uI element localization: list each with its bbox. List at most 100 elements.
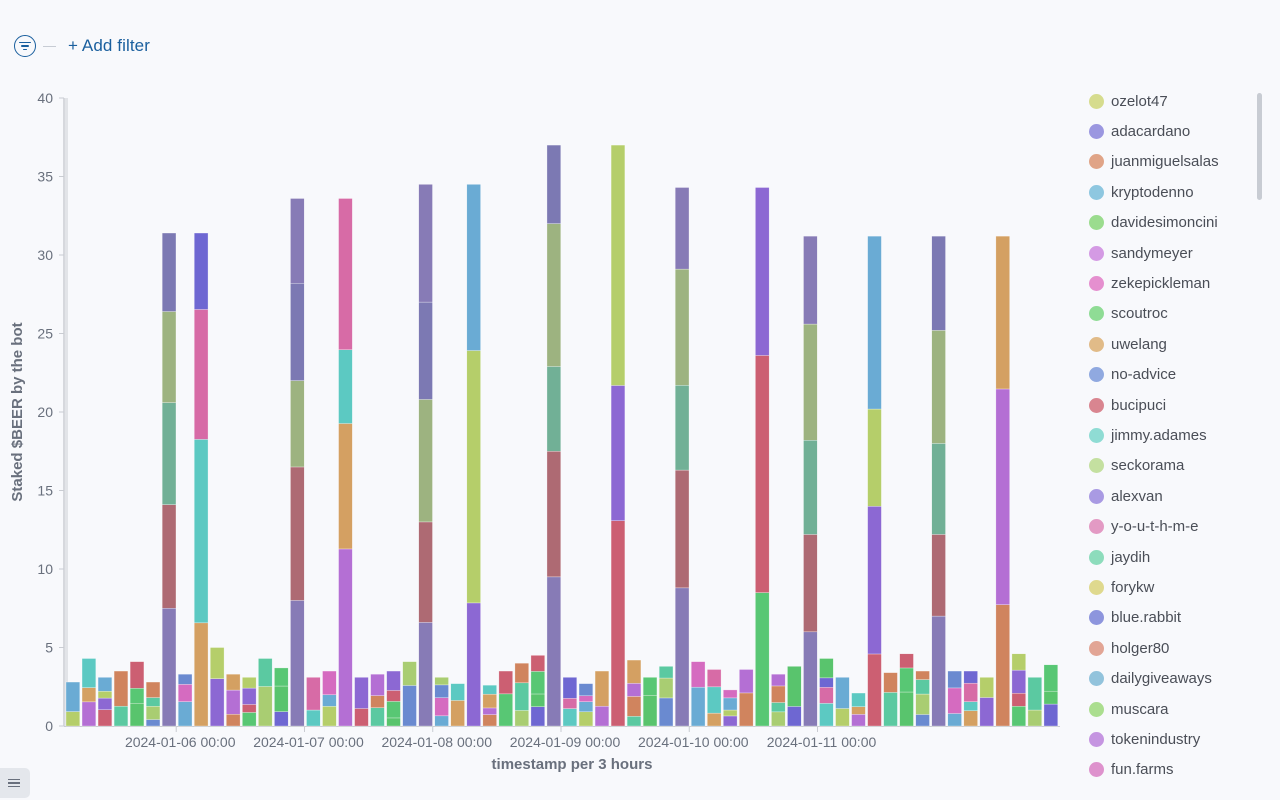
legend-item[interactable]: tokenindustry [1086,724,1250,754]
legend-swatch [1089,124,1104,140]
bar-group [113,670,129,727]
legend-item[interactable]: jaydih [1086,542,1250,572]
bar-segment [546,223,562,367]
legend-item[interactable]: bucipuci [1086,390,1250,420]
legend-scrollbar[interactable] [1257,93,1262,200]
bar-segment [226,713,241,727]
bar-segment [963,670,978,684]
legend-label: uwelang [1111,335,1167,353]
legend-item[interactable]: sandymeyer [1086,238,1250,268]
bar-segment [97,677,113,692]
legend-toggle-button[interactable] [0,768,30,798]
bar-segment [867,653,882,727]
bar-group [210,647,225,727]
bar-group [787,666,802,727]
bar-segment [658,697,674,727]
bar-group [290,198,305,727]
legend-item[interactable]: ozelot47 [1086,86,1250,116]
legend-item[interactable]: forykw [1086,572,1250,602]
bar-segment [242,704,257,713]
legend-swatch [1089,397,1104,413]
add-filter-button[interactable]: + Add filter [68,36,150,55]
bar-segment [803,534,818,633]
bar-segment [370,707,385,727]
legend-label: y-o-u-t-h-m-e [1111,518,1199,536]
bar-group [771,673,786,727]
bar-segment [226,689,241,715]
legend-item[interactable]: muscara [1086,694,1250,724]
bar-segment [610,144,626,386]
bar-group [947,670,962,727]
bar-segment [915,670,930,680]
bar-segment [899,653,914,669]
bar-group [707,669,722,727]
legend-item[interactable]: scoutroc [1086,299,1250,329]
bar-segment [242,712,257,727]
legend-item[interactable]: seckorama [1086,451,1250,481]
bar-segment [578,695,594,702]
legend-label: alexvan [1111,487,1163,505]
legend-label: jaydih [1111,548,1151,566]
legend-item[interactable]: y-o-u-t-h-m-e [1086,511,1250,541]
legend-item[interactable]: jimmy.adames [1086,420,1250,450]
bar-segment [691,661,706,688]
legend-item[interactable]: fun.farms [1086,755,1250,785]
bar-segment [1027,709,1042,727]
bar-segment [65,711,81,727]
bar-segment [755,355,770,593]
bar-group [995,235,1010,727]
bar-group [851,692,866,727]
y-tick-label: 15 [37,483,53,499]
legend-item[interactable]: no-advice [1086,360,1250,390]
bar-segment [258,686,273,727]
bar-segment [194,309,209,440]
legend-item[interactable]: uwelang [1086,329,1250,359]
bar-segment [707,669,722,688]
bar-segment [674,268,690,386]
filter-options-icon[interactable] [14,35,36,57]
y-tick-label: 40 [37,90,53,106]
bar-segment [161,504,177,609]
bar-segment [354,677,369,709]
legend-item[interactable]: kryptodenno [1086,177,1250,207]
legend-item[interactable]: alexvan [1086,481,1250,511]
legend-item[interactable]: blue.rabbit [1086,603,1250,633]
legend-swatch [1089,367,1104,383]
bar-segment [194,439,209,624]
bar-segment [642,695,658,727]
legend-label: ozelot47 [1111,92,1168,110]
bar-segment [450,683,465,701]
bar-segment [258,658,273,687]
legend-item[interactable]: adacardano [1086,116,1250,146]
bar-segment [851,706,866,715]
legend-swatch [1089,549,1104,565]
x-tick-label: 2024-01-09 00:00 [510,734,621,750]
bar-segment [578,711,594,727]
bar-segment [177,684,193,702]
bar-group [97,677,113,727]
legend-item[interactable]: zekepickleman [1086,268,1250,298]
bar-segment [803,440,818,535]
bar-segment [418,622,433,727]
bar-segment [931,443,946,535]
filter-divider [43,45,56,47]
bar-segment [145,719,161,727]
bar-segment [338,349,353,424]
bar-segment [498,693,513,727]
bar-group [594,670,610,727]
legend-item[interactable]: juanmiguelsalas [1086,147,1250,177]
bar-segment [145,681,161,698]
bar-segment [819,677,834,688]
bar-segment [530,693,545,707]
chart-legend: ozelot47 adacardano juanmiguelsalas kryptod… [1086,86,1250,786]
legend-swatch [1089,427,1104,443]
legend-item[interactable]: davidesimoncini [1086,208,1250,238]
bar-group [258,658,273,727]
bar-segment [194,622,209,727]
legend-item[interactable]: dailygiveaways [1086,663,1250,693]
bar-segment [274,711,289,727]
legend-item[interactable]: holger80 [1086,633,1250,663]
bar-segment [915,693,930,715]
bar-segment [562,708,578,727]
bar-segment [723,709,738,717]
